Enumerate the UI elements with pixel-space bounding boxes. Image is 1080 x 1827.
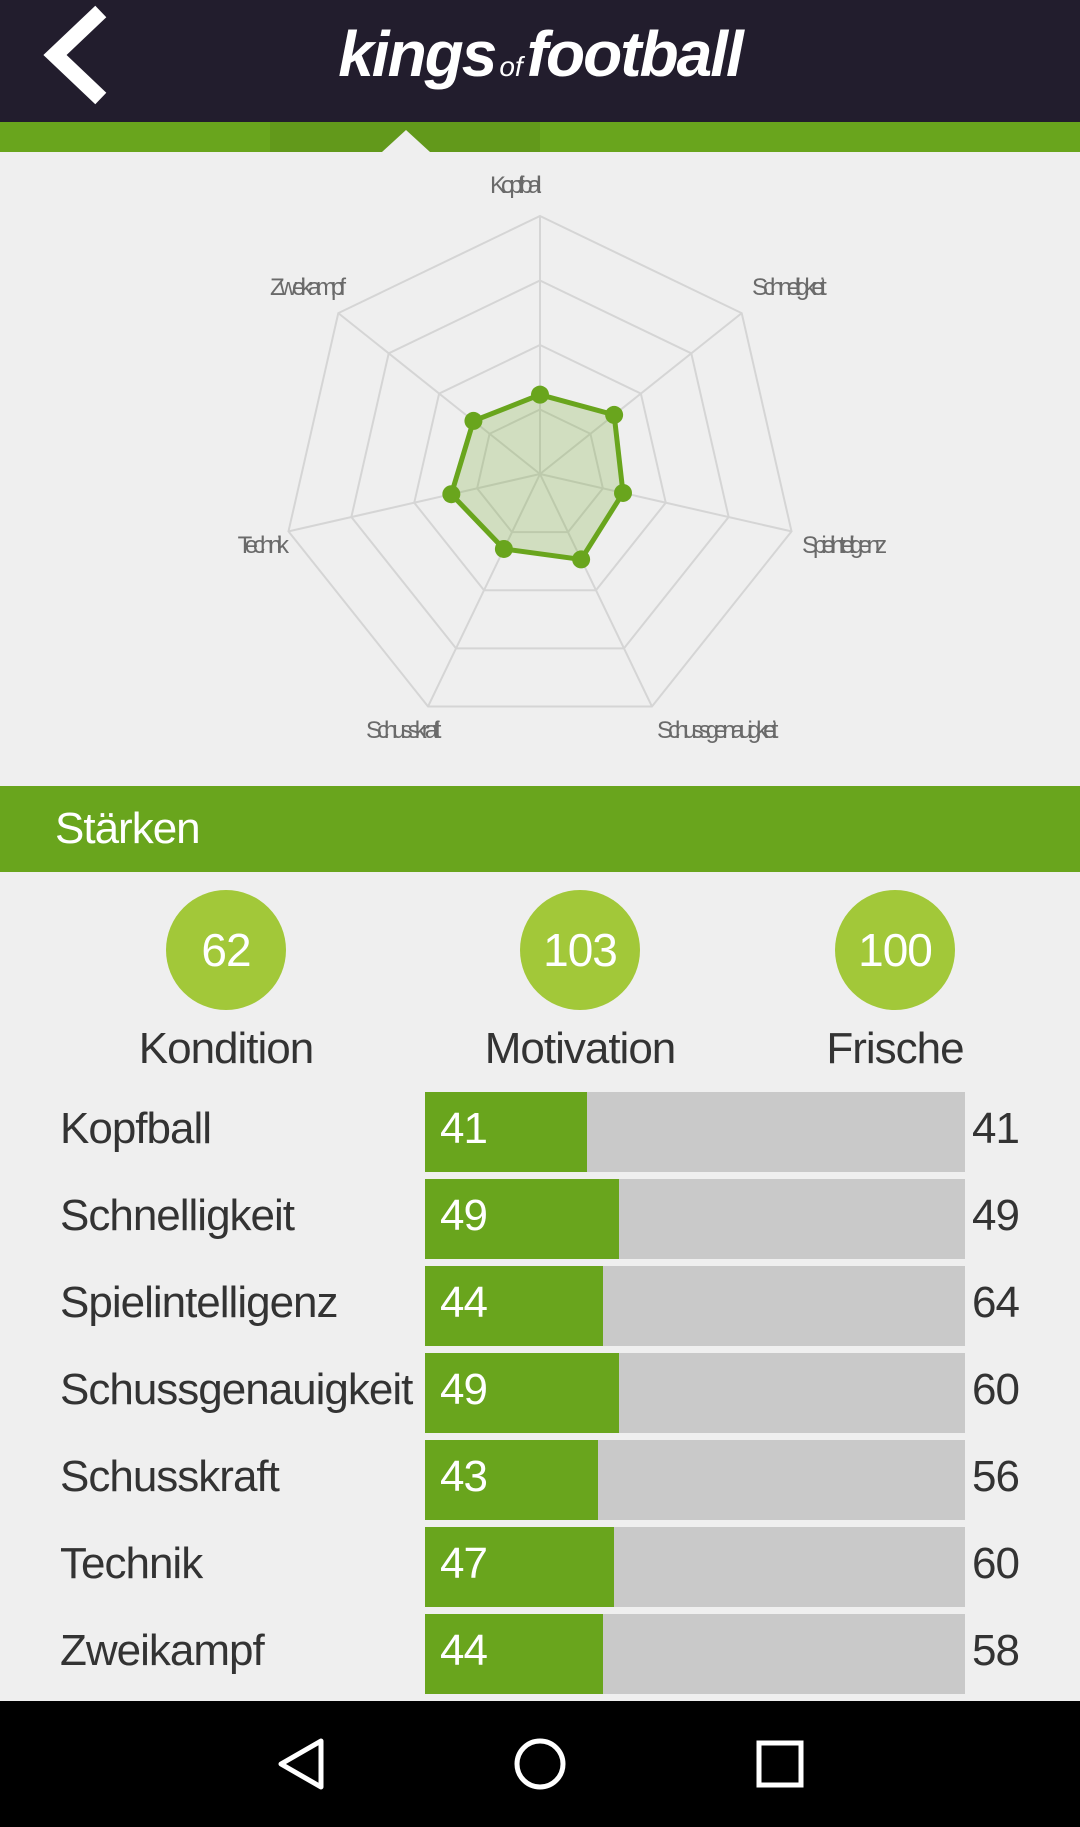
attribute-row: Schnelligkeit 49 49 [0, 1179, 1080, 1259]
app-logo: kings offootball [0, 18, 1080, 103]
attribute-max-value: 41 [972, 1104, 1020, 1153]
attribute-max-value: 64 [972, 1278, 1020, 1327]
stat-label: Frische [826, 1024, 964, 1073]
attribute-row: Kopfball 41 41 [0, 1092, 1080, 1172]
radar-data-point [494, 539, 513, 558]
attribute-current-value: 43 [440, 1452, 488, 1501]
attribute-bar-track: 44 [425, 1614, 965, 1694]
system-nav-bar [0, 1701, 1080, 1827]
attribute-max-value: 56 [972, 1452, 1020, 1501]
attribute-bar-track: 44 [425, 1266, 965, 1346]
radar-axis-label: Schussgenauigkeit [657, 717, 778, 744]
attribute-max-value: 60 [972, 1539, 1020, 1588]
attribute-bar-track: 49 [425, 1353, 965, 1433]
stat-value-circle: 62 [166, 890, 286, 1010]
radar-axis-label: Zweikampf [270, 274, 346, 301]
attribute-max-value: 58 [972, 1626, 1020, 1675]
attribute-current-value: 44 [440, 1626, 488, 1675]
attribute-name: Spielintelligenz [60, 1278, 339, 1327]
radar-data-point [605, 405, 624, 424]
attribute-bar-fill [425, 1614, 604, 1694]
attribute-row: Schussgenauigkeit 49 60 [0, 1353, 1080, 1433]
home-circle-icon [514, 1738, 566, 1790]
logo-word-of: of [499, 51, 523, 82]
radar-data-point [531, 385, 549, 404]
radar-data-point [614, 483, 633, 502]
attribute-current-value: 49 [440, 1191, 488, 1240]
radar-axis-label: Technik [237, 532, 289, 559]
radar-axis-label: Spielintelligenz [802, 532, 887, 559]
radar-data-point [442, 485, 461, 504]
attribute-name: Kopfball [60, 1104, 212, 1153]
attribute-bar-track: 41 [425, 1092, 965, 1172]
tab-caret [382, 130, 430, 152]
radar-data-area [448, 392, 626, 563]
stat-frische: 100 Frische [765, 890, 1025, 1074]
radar-axis-line [539, 473, 653, 707]
stat-label: Kondition [138, 1024, 314, 1073]
attribute-current-value: 44 [440, 1278, 488, 1327]
radar-axis-line [288, 473, 541, 533]
attribute-max-value: 60 [972, 1365, 1020, 1414]
attribute-row: Technik 47 60 [0, 1527, 1080, 1607]
attribute-bar-fill [425, 1179, 620, 1259]
back-triangle-icon [278, 1738, 324, 1790]
radar-axis-label: Schusskraft [366, 717, 441, 744]
tab-indicator-bar [0, 122, 1080, 152]
attribute-row: Schusskraft 43 56 [0, 1440, 1080, 1520]
radar-axis-label: Schnelligkeit [752, 274, 827, 301]
attribute-bar-fill [425, 1440, 598, 1520]
attribute-max-value: 49 [972, 1191, 1020, 1240]
radar-chart: Kopfball Schnelligkeit Spielintelligenz Sch… [0, 152, 1080, 784]
radar-axis-label: Kopfball [490, 172, 542, 199]
logo-word-kings: kings [338, 18, 497, 90]
attribute-name: Zweikampf [60, 1626, 265, 1675]
attribute-name: Schussgenauigkeit [60, 1365, 413, 1414]
radar-grid-ring [287, 214, 793, 708]
radar-axis-line [539, 473, 792, 533]
recents-square-icon [756, 1740, 804, 1788]
section-title: Stärken [55, 804, 201, 853]
radar-chart-svg [287, 214, 793, 708]
radar-data-point [464, 411, 483, 430]
section-header: Stärken [0, 786, 1080, 872]
radar-axis-line [427, 473, 541, 707]
attribute-name: Schnelligkeit [60, 1191, 295, 1240]
app-header: kings offootball [0, 0, 1080, 122]
back-button[interactable] [30, 0, 120, 110]
stat-kondition: 62 Kondition [96, 890, 356, 1074]
attribute-name: Schusskraft [60, 1452, 280, 1501]
attribute-bar-fill [425, 1266, 604, 1346]
radar-axis-line [539, 312, 743, 475]
attribute-current-value: 49 [440, 1365, 488, 1414]
attribute-row: Spielintelligenz 44 64 [0, 1266, 1080, 1346]
stat-label: Motivation [484, 1024, 677, 1073]
attribute-current-value: 41 [440, 1104, 488, 1153]
nav-recents-button[interactable] [745, 1729, 815, 1799]
nav-home-button[interactable] [505, 1729, 575, 1799]
radar-grid-ring [476, 408, 604, 534]
radar-data-point [572, 550, 591, 569]
attribute-bar-fill [425, 1092, 587, 1172]
radar-grid-ring [350, 279, 730, 650]
logo-word-football: football [526, 18, 744, 90]
attribute-bar-fill [425, 1353, 620, 1433]
stat-motivation: 103 Motivation [450, 890, 710, 1074]
nav-back-button[interactable] [265, 1729, 335, 1799]
radar-grid-ring [413, 343, 667, 592]
attribute-bar-track: 49 [425, 1179, 965, 1259]
attribute-name: Technik [60, 1539, 203, 1588]
attribute-current-value: 47 [440, 1539, 488, 1588]
attribute-bar-fill [425, 1527, 614, 1607]
attribute-bar-track: 43 [425, 1440, 965, 1520]
radar-axis-line [337, 312, 541, 475]
stat-value-circle: 100 [835, 890, 955, 1010]
attribute-bar-track: 47 [425, 1527, 965, 1607]
attribute-row: Zweikampf 44 58 [0, 1614, 1080, 1694]
chevron-left-icon [43, 5, 107, 105]
stat-value-circle: 103 [520, 890, 640, 1010]
